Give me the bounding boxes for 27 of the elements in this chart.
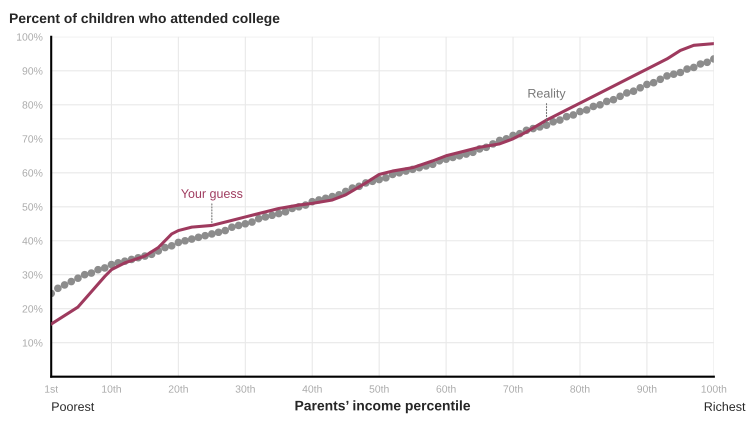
y-tick-label: 90%: [22, 67, 42, 75]
x-tick-label: 90th: [637, 385, 656, 393]
annotation: Your guess: [181, 189, 242, 200]
chart-title: Percent of children who attended college: [10, 12, 280, 26]
x-tick-label: 40th: [302, 385, 322, 393]
y-tick-label: 70%: [22, 135, 42, 143]
text: Richest: [704, 402, 746, 412]
y-tick-label: 30%: [22, 271, 42, 279]
y-tick-label: 60%: [22, 169, 42, 177]
x-tick-label: 60th: [436, 385, 456, 393]
x-tick-label: 80th: [570, 385, 590, 393]
annotation: Reality: [528, 88, 566, 100]
y-tick-label: 40%: [22, 237, 42, 245]
y-tick-label: 100%: [17, 33, 42, 41]
x-tick-label: 100th: [702, 385, 726, 393]
x-axis-title: Parents’ income percentile: [295, 400, 470, 414]
x-tick-label: 10th: [102, 385, 121, 393]
y-tick-label: 10%: [22, 339, 42, 347]
x-tick-label: 70th: [503, 385, 523, 393]
y-tick-label: 20%: [22, 305, 42, 313]
x-tick-label: 20th: [168, 385, 188, 393]
x-tick-label: 50th: [369, 385, 389, 393]
x-tick-label: 1st: [45, 385, 58, 393]
x-tick-label: 30th: [236, 385, 255, 393]
y-tick-label: 50%: [22, 203, 42, 211]
y-tick-label: 80%: [22, 101, 42, 109]
text: Poorest: [52, 402, 94, 412]
